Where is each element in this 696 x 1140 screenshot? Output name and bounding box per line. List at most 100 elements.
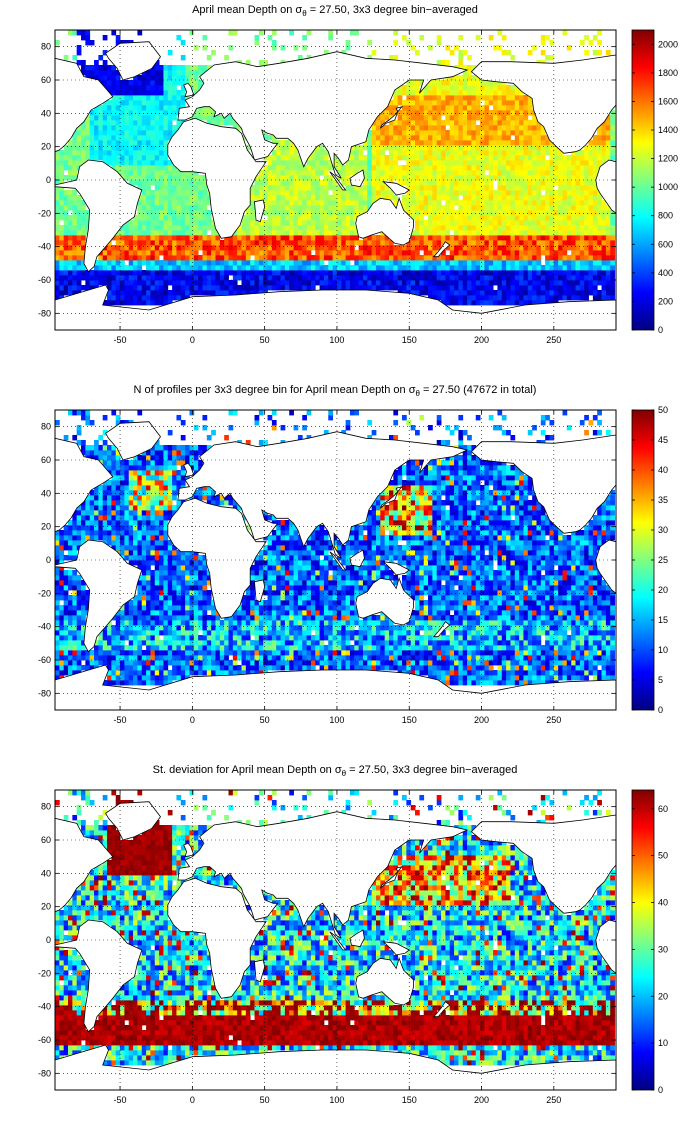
heat-cell: [124, 665, 130, 671]
heat-cell: [545, 255, 550, 261]
heat-cell: [128, 140, 134, 146]
heat-cell: [94, 135, 99, 141]
heat-cell: [180, 190, 186, 196]
heat-cell: [111, 125, 117, 131]
heat-cell: [55, 575, 60, 581]
heat-cell: [445, 270, 451, 276]
heat-cell: [423, 195, 429, 201]
heat-cell: [597, 130, 602, 136]
heat-cell: [128, 165, 134, 171]
heat-cell: [549, 190, 555, 196]
heat-cell: [484, 210, 490, 216]
heat-cell: [484, 105, 490, 111]
heat-cell: [81, 510, 86, 516]
heat-cell: [85, 155, 91, 161]
heat-cell: [107, 135, 112, 141]
heat-cell: [59, 645, 65, 651]
heat-cell: [458, 255, 464, 261]
heat-cell: [219, 270, 225, 276]
heat-cell: [545, 185, 550, 191]
heat-cell: [532, 230, 537, 236]
heat-cell: [137, 105, 143, 111]
heat-cell: [172, 125, 177, 131]
heat-cell: [89, 280, 95, 286]
heat-cell: [280, 160, 286, 166]
heat-cell: [180, 270, 186, 276]
heat-cell: [137, 110, 143, 116]
heat-cell: [462, 70, 468, 76]
heat-cell: [124, 265, 130, 271]
heat-cell: [610, 290, 615, 296]
heat-cell: [111, 640, 117, 646]
heat-cell: [553, 295, 559, 301]
heat-cell: [575, 290, 581, 296]
heat-cell: [527, 280, 533, 286]
heat-cell: [159, 145, 164, 151]
heat-cell: [323, 205, 329, 211]
heat-cell: [592, 35, 598, 41]
heat-cell: [128, 275, 134, 281]
heat-cell: [536, 140, 542, 146]
heat-cell: [124, 285, 130, 291]
heat-cell: [68, 605, 73, 611]
heat-cell: [493, 230, 498, 236]
heat-cell: [289, 285, 294, 291]
heat-cell: [271, 215, 277, 221]
heat-cell: [124, 515, 130, 521]
heat-cell: [501, 210, 507, 216]
heat-cell: [553, 170, 559, 176]
heat-cell: [445, 220, 451, 226]
heat-cell: [579, 240, 585, 246]
heat-cell: [462, 290, 468, 296]
heat-cell: [371, 150, 377, 156]
heat-cell: [549, 250, 555, 256]
heat-cell: [410, 85, 416, 91]
heat-cell: [263, 170, 268, 176]
heat-cell: [228, 290, 234, 296]
heat-cell: [111, 455, 117, 461]
heat-cell: [328, 210, 334, 216]
heat-cell: [176, 175, 182, 181]
heat-cell: [571, 240, 576, 246]
heat-cell: [458, 280, 464, 286]
heat-cell: [354, 205, 360, 211]
heat-cell: [523, 175, 529, 181]
heat-cell: [137, 125, 143, 131]
heat-cell: [532, 185, 537, 191]
heat-cell: [63, 640, 69, 646]
heat-cell: [467, 210, 472, 216]
heat-cell: [458, 160, 464, 166]
heat-cell: [198, 175, 203, 181]
heat-cell: [254, 35, 260, 41]
heat-cell: [107, 290, 112, 296]
heat-cell: [514, 255, 520, 261]
heat-cell: [475, 215, 481, 221]
heat-cell: [475, 240, 481, 246]
y-tick-label: 60: [41, 75, 51, 85]
heat-cell: [419, 215, 425, 221]
heat-cell: [532, 215, 537, 221]
heat-cell: [150, 90, 156, 96]
heat-cell: [402, 175, 407, 181]
heat-cell: [540, 130, 546, 136]
heat-cell: [102, 115, 108, 121]
heat-cell: [462, 265, 468, 271]
heat-cell: [72, 30, 78, 36]
heat-cell: [367, 280, 373, 286]
heat-cell: [263, 165, 268, 171]
heat-cell: [150, 265, 156, 271]
heat-cell: [423, 180, 429, 186]
heat-cell: [202, 260, 208, 266]
heat-cell: [345, 210, 351, 216]
heat-cell: [150, 285, 156, 291]
heat-cell: [423, 125, 429, 131]
heat-cell: [85, 65, 91, 71]
heat-cell: [94, 495, 99, 501]
heat-cell: [488, 170, 494, 176]
heat-cell: [592, 295, 598, 301]
heat-cell: [341, 240, 347, 246]
heat-cell: [107, 625, 112, 631]
heat-cell: [514, 285, 520, 291]
heat-cell: [540, 50, 546, 56]
heat-cell: [480, 195, 485, 201]
